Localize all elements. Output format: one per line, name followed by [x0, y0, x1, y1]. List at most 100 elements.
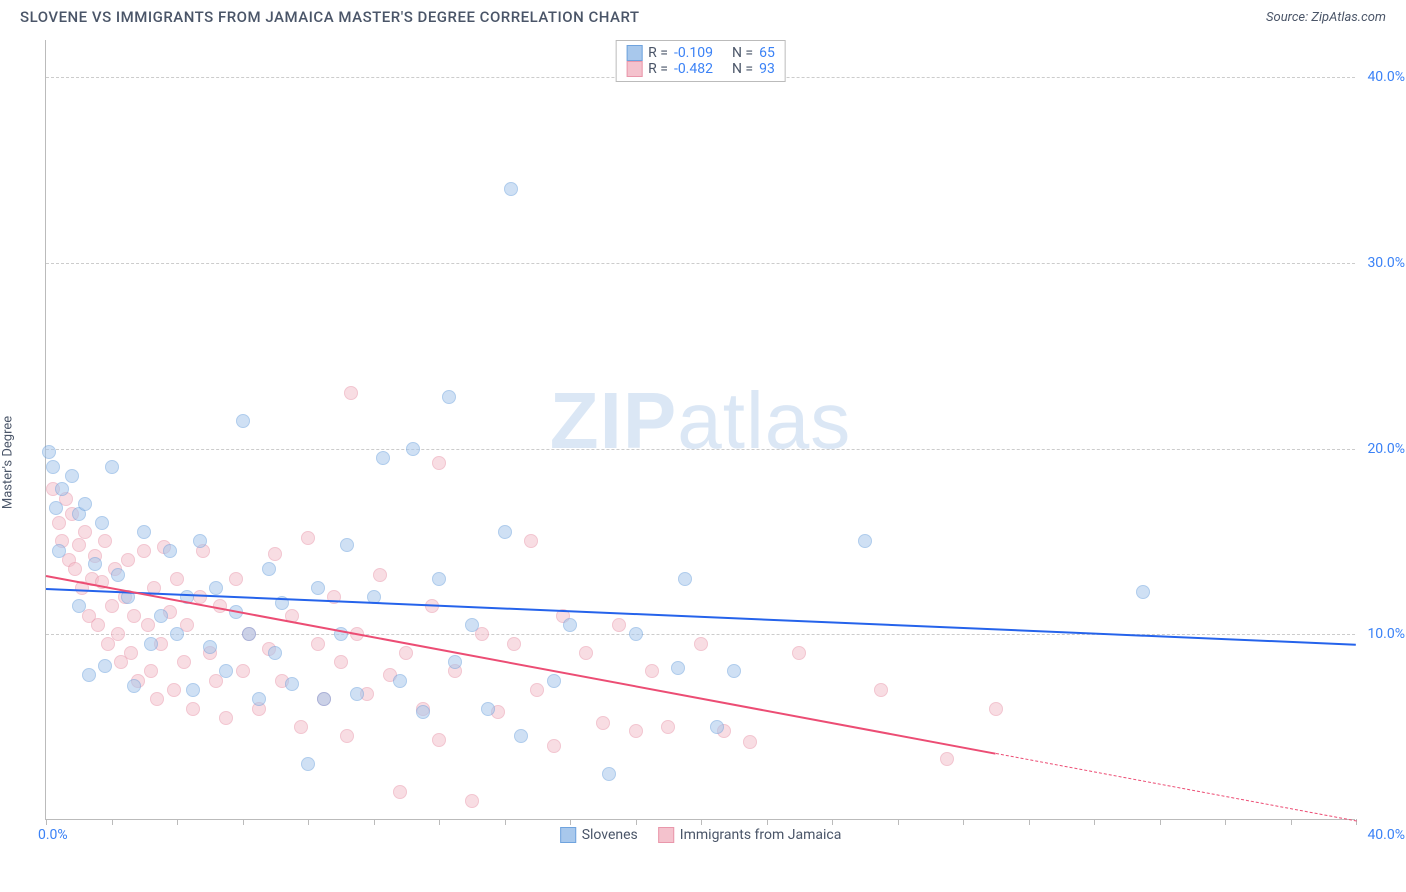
data-point: [209, 581, 223, 595]
data-point: [141, 618, 155, 632]
data-point: [49, 501, 63, 515]
data-point: [219, 711, 233, 725]
legend-item: Immigrants from Jamaica: [658, 827, 842, 843]
data-point: [91, 618, 105, 632]
gridline: [46, 263, 1355, 264]
x-tick-label: 40.0%: [1367, 827, 1405, 843]
data-point: [645, 664, 659, 678]
data-point: [340, 729, 354, 743]
data-point: [530, 683, 544, 697]
x-tick: [1029, 819, 1030, 825]
data-point: [710, 720, 724, 734]
data-point: [579, 646, 593, 660]
data-point: [150, 692, 164, 706]
data-point: [252, 692, 266, 706]
data-point: [268, 547, 282, 561]
data-point: [498, 525, 512, 539]
legend-series-name: Immigrants from Jamaica: [680, 827, 842, 843]
legend-r-label: R =: [648, 45, 668, 61]
data-point: [399, 646, 413, 660]
data-point: [504, 182, 518, 196]
data-point: [186, 702, 200, 716]
y-tick-label: 20.0%: [1367, 441, 1405, 457]
x-tick: [832, 819, 833, 825]
data-point: [65, 469, 79, 483]
data-point: [78, 525, 92, 539]
x-tick: [570, 819, 571, 825]
data-point: [465, 618, 479, 632]
data-point: [167, 683, 181, 697]
data-point: [203, 640, 217, 654]
x-tick: [177, 819, 178, 825]
data-point: [344, 386, 358, 400]
x-tick: [963, 819, 964, 825]
data-point: [144, 664, 158, 678]
chart-title: SLOVENE VS IMMIGRANTS FROM JAMAICA MASTE…: [20, 8, 640, 26]
data-point: [432, 733, 446, 747]
data-point: [236, 664, 250, 678]
data-point: [393, 785, 407, 799]
data-point: [340, 538, 354, 552]
legend-r-value: -0.109: [674, 45, 726, 61]
data-point: [98, 659, 112, 673]
data-point: [311, 637, 325, 651]
data-point: [229, 572, 243, 586]
legend-n-value: 93: [759, 61, 775, 77]
data-point: [514, 729, 528, 743]
data-point: [68, 562, 82, 576]
legend-n-value: 65: [759, 45, 775, 61]
data-point: [393, 674, 407, 688]
data-point: [186, 683, 200, 697]
data-point: [432, 456, 446, 470]
data-point: [219, 664, 233, 678]
data-point: [727, 664, 741, 678]
data-point: [163, 544, 177, 558]
data-point: [137, 525, 151, 539]
legend-series-name: Slovenes: [582, 827, 638, 843]
watermark-bold: ZIP: [550, 375, 677, 464]
data-point: [95, 516, 109, 530]
x-tick: [898, 819, 899, 825]
x-tick: [112, 819, 113, 825]
data-point: [858, 534, 872, 548]
data-point: [301, 757, 315, 771]
x-tick: [439, 819, 440, 825]
data-point: [678, 572, 692, 586]
x-tick: [767, 819, 768, 825]
data-point: [743, 735, 757, 749]
data-point: [629, 627, 643, 641]
data-point: [432, 572, 446, 586]
data-point: [350, 687, 364, 701]
data-point: [547, 674, 561, 688]
data-point: [671, 661, 685, 675]
data-point: [524, 534, 538, 548]
x-tick: [1225, 819, 1226, 825]
data-point: [111, 627, 125, 641]
data-point: [596, 716, 610, 730]
chart-source: Source: ZipAtlas.com: [1266, 10, 1386, 25]
data-point: [52, 544, 66, 558]
data-point: [88, 557, 102, 571]
legend-r-value: -0.482: [674, 61, 726, 77]
y-axis-label: Master's Degree: [1, 416, 16, 509]
data-point: [268, 646, 282, 660]
plot-area: ZIPatlas 10.0%20.0%30.0%40.0%0.0%40.0%R …: [45, 40, 1355, 820]
data-point: [448, 655, 462, 669]
data-point: [602, 767, 616, 781]
x-tick: [701, 819, 702, 825]
data-point: [792, 646, 806, 660]
data-point: [629, 724, 643, 738]
x-tick: [374, 819, 375, 825]
data-point: [121, 553, 135, 567]
data-point: [1136, 585, 1150, 599]
data-point: [507, 637, 521, 651]
data-point: [547, 739, 561, 753]
data-point: [193, 534, 207, 548]
data-point: [334, 655, 348, 669]
data-point: [177, 655, 191, 669]
legend-row: R =-0.109N =65: [626, 45, 775, 61]
data-point: [105, 599, 119, 613]
gridline: [46, 449, 1355, 450]
watermark: ZIPatlas: [550, 374, 851, 466]
data-point: [694, 637, 708, 651]
